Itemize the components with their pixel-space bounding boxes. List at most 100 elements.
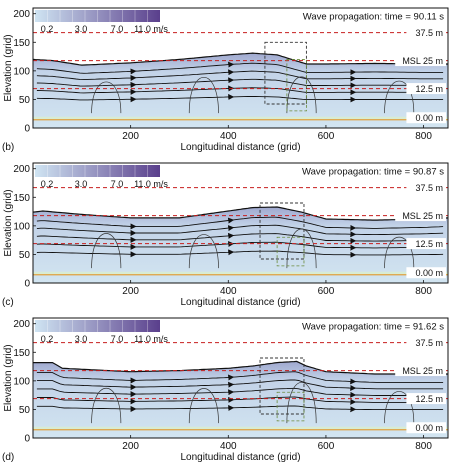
y-tick-label: 50 bbox=[19, 250, 31, 261]
x-tick-label: 200 bbox=[122, 441, 139, 452]
colorbar-label: 3.0 bbox=[75, 24, 88, 34]
panel-title: Wave propagation: time = 91.62 s bbox=[302, 322, 444, 333]
colorbar-label: 3.0 bbox=[75, 334, 88, 344]
y-tick-label: 0 bbox=[24, 124, 30, 135]
free-surface bbox=[33, 360, 448, 375]
streamline bbox=[36, 371, 444, 383]
y-tick-label: 100 bbox=[13, 376, 30, 387]
panel-d: 37.5 m MSL 25 m 12.5 m 0.00 m 0.2 3.0 7.0 11.0 … bbox=[2, 317, 449, 463]
x-tick-label: 800 bbox=[415, 286, 432, 297]
x-tick-label: 400 bbox=[220, 131, 237, 142]
recirculation-arc bbox=[286, 76, 317, 114]
reference-label-bg bbox=[406, 422, 446, 434]
plot-frame bbox=[32, 317, 449, 439]
x-tick-label: 400 bbox=[220, 286, 237, 297]
panel-c: 37.5 m MSL 25 m 12.5 m 0.00 m 0.2 3.0 7.0 11.0 … bbox=[2, 162, 449, 308]
x-axis-label: Longitudinal distance (grid) bbox=[180, 142, 300, 153]
y-tick-label: 100 bbox=[13, 221, 30, 232]
streamline bbox=[36, 250, 444, 256]
streamline bbox=[36, 379, 444, 390]
reference-label: 0.00 m bbox=[415, 268, 443, 278]
colorbar-label: 0.2 bbox=[41, 334, 54, 344]
streamlines bbox=[36, 371, 444, 424]
x-tick-label: 800 bbox=[415, 441, 432, 452]
streamline bbox=[36, 405, 444, 411]
y-tick-label: 50 bbox=[19, 405, 31, 416]
reference-label-bg bbox=[406, 238, 446, 250]
panel-letter: (d) bbox=[2, 452, 14, 463]
streamline bbox=[36, 96, 444, 101]
highlight-box bbox=[259, 202, 305, 260]
reference-label: MSL 25 m bbox=[402, 211, 443, 221]
y-tick-label: 0 bbox=[24, 279, 30, 290]
recirculation-arc bbox=[286, 382, 317, 424]
reference-label-bg bbox=[406, 337, 446, 349]
recirculation-arc bbox=[188, 234, 219, 269]
x-tick-label: 600 bbox=[318, 131, 335, 142]
colorbar-label: 7.0 bbox=[111, 24, 124, 34]
reference-label-bg bbox=[406, 267, 446, 279]
reference-label-bg bbox=[406, 83, 446, 95]
reference-label-bg bbox=[406, 27, 446, 39]
streamline bbox=[36, 62, 444, 74]
x-tick-label: 200 bbox=[122, 131, 139, 142]
y-tick-label: 150 bbox=[13, 348, 30, 359]
colorbar-label: 0.2 bbox=[41, 179, 54, 189]
plot-frame bbox=[32, 162, 449, 284]
panel-letter: (b) bbox=[2, 142, 14, 153]
streamline bbox=[36, 387, 444, 396]
reference-label: 37.5 m bbox=[415, 183, 443, 193]
panel-b: 37.5 m MSL 25 m 12.5 m 0.00 m 0.2 3.0 7.0 11.0 … bbox=[2, 7, 449, 153]
x-tick-label: 400 bbox=[220, 441, 237, 452]
panel-title: Wave propagation: time = 90.87 s bbox=[302, 167, 444, 178]
reference-label-bg bbox=[395, 55, 446, 67]
sub-box bbox=[286, 59, 307, 112]
y-tick-label: 200 bbox=[13, 319, 30, 330]
streamline bbox=[36, 78, 444, 87]
colorbar-label: 11.0 m/s bbox=[134, 334, 168, 344]
bed-strip bbox=[33, 426, 448, 430]
reference-label: 12.5 m bbox=[415, 239, 443, 249]
recirculation-arc bbox=[91, 233, 122, 269]
y-tick-label: 200 bbox=[13, 164, 30, 175]
highlight-box bbox=[259, 357, 305, 415]
colorbar-label: 11.0 m/s bbox=[134, 24, 168, 34]
recirculation-arc bbox=[286, 228, 317, 269]
title-bg bbox=[275, 165, 447, 177]
x-tick-label: 600 bbox=[318, 286, 335, 297]
reference-label-bg bbox=[395, 365, 446, 377]
y-tick-label: 0 bbox=[24, 434, 30, 445]
bed-strip bbox=[33, 271, 448, 275]
panel-letter: (c) bbox=[2, 297, 14, 308]
highlight-box bbox=[264, 41, 307, 105]
bed-strip bbox=[33, 116, 448, 120]
recirculation-arc bbox=[188, 76, 219, 114]
x-tick-label: 800 bbox=[415, 131, 432, 142]
panel-title: Wave propagation: time = 90.11 s bbox=[303, 12, 445, 23]
reference-label: MSL 25 m bbox=[402, 366, 443, 376]
reference-label: 0.00 m bbox=[415, 423, 443, 433]
y-axis-label: Elevation (grid) bbox=[3, 189, 14, 256]
streamline bbox=[36, 224, 444, 236]
recirculation-arc bbox=[384, 237, 415, 269]
reference-label-bg bbox=[395, 210, 446, 222]
colorbar-label: 0.2 bbox=[41, 24, 54, 34]
colorbar-label: 3.0 bbox=[75, 179, 88, 189]
reference-label: 37.5 m bbox=[415, 338, 443, 348]
x-tick-label: 200 bbox=[122, 286, 139, 297]
streamline bbox=[36, 70, 444, 81]
streamline bbox=[36, 216, 444, 229]
reference-label-bg bbox=[406, 393, 446, 405]
streamline bbox=[36, 396, 444, 403]
x-axis-label: Longitudinal distance (grid) bbox=[180, 297, 300, 308]
title-bg bbox=[275, 10, 447, 22]
reference-label: 12.5 m bbox=[415, 84, 443, 94]
title-bg bbox=[275, 320, 447, 332]
free-surface bbox=[32, 206, 449, 221]
y-tick-label: 100 bbox=[13, 66, 30, 77]
sub-box bbox=[276, 236, 305, 267]
colorbar-label: 7.0 bbox=[111, 334, 124, 344]
x-axis-label: Longitudinal distance (grid) bbox=[180, 452, 300, 463]
y-axis-label: Elevation (grid) bbox=[3, 344, 14, 411]
